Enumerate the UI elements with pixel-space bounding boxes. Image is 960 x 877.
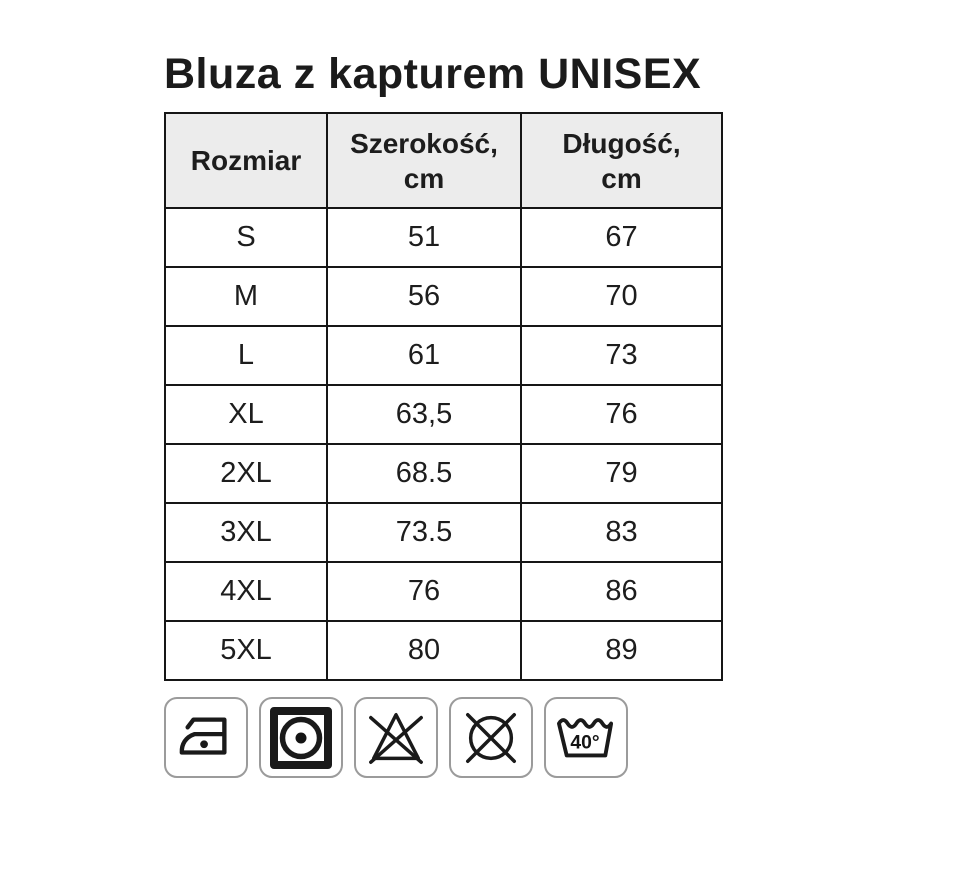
table-row: L 61 73 bbox=[164, 325, 723, 386]
column-header-length: Długość, cm bbox=[520, 112, 723, 209]
width-cell: 56 bbox=[326, 266, 522, 327]
table-row: 4XL 76 86 bbox=[164, 561, 723, 622]
length-cell: 83 bbox=[520, 502, 723, 563]
size-cell: S bbox=[164, 207, 328, 268]
width-cell: 68.5 bbox=[326, 443, 522, 504]
length-cell: 73 bbox=[520, 325, 723, 386]
width-cell: 80 bbox=[326, 620, 522, 681]
column-header-width: Szerokość, cm bbox=[326, 112, 522, 209]
length-cell: 76 bbox=[520, 384, 723, 445]
table-row: XL 63,5 76 bbox=[164, 384, 723, 445]
wash-temperature-label: 40° bbox=[570, 732, 599, 753]
table-row: 3XL 73.5 83 bbox=[164, 502, 723, 563]
do-not-bleach-icon bbox=[354, 697, 438, 778]
size-table: Rozmiar Szerokość, cm Długość, cm S 51 6… bbox=[164, 112, 723, 681]
width-cell: 61 bbox=[326, 325, 522, 386]
table-row: S 51 67 bbox=[164, 207, 723, 268]
care-symbols: 40° bbox=[164, 697, 960, 778]
size-cell: L bbox=[164, 325, 328, 386]
size-cell: 2XL bbox=[164, 443, 328, 504]
size-cell: M bbox=[164, 266, 328, 327]
length-cell: 86 bbox=[520, 561, 723, 622]
size-chart-page: Bluza z kapturem UNISEX Rozmiar Szerokoś… bbox=[164, 50, 960, 778]
width-cell: 63,5 bbox=[326, 384, 522, 445]
iron-one-dot-icon bbox=[164, 697, 248, 778]
table-row: 5XL 80 89 bbox=[164, 620, 723, 681]
size-cell: XL bbox=[164, 384, 328, 445]
page-title: Bluza z kapturem UNISEX bbox=[164, 50, 702, 98]
width-cell: 73.5 bbox=[326, 502, 522, 563]
table-header-row: Rozmiar Szerokość, cm Długość, cm bbox=[164, 112, 723, 209]
do-not-dry-clean-icon bbox=[449, 697, 533, 778]
length-cell: 67 bbox=[520, 207, 723, 268]
size-cell: 4XL bbox=[164, 561, 328, 622]
size-cell: 3XL bbox=[164, 502, 328, 563]
width-cell: 76 bbox=[326, 561, 522, 622]
width-cell: 51 bbox=[326, 207, 522, 268]
table-row: M 56 70 bbox=[164, 266, 723, 327]
length-cell: 89 bbox=[520, 620, 723, 681]
column-header-size: Rozmiar bbox=[164, 112, 328, 209]
wash-40-icon: 40° bbox=[544, 697, 628, 778]
length-cell: 70 bbox=[520, 266, 723, 327]
table-row: 2XL 68.5 79 bbox=[164, 443, 723, 504]
length-cell: 79 bbox=[520, 443, 723, 504]
tumble-dry-one-dot-icon bbox=[259, 697, 343, 778]
size-cell: 5XL bbox=[164, 620, 328, 681]
